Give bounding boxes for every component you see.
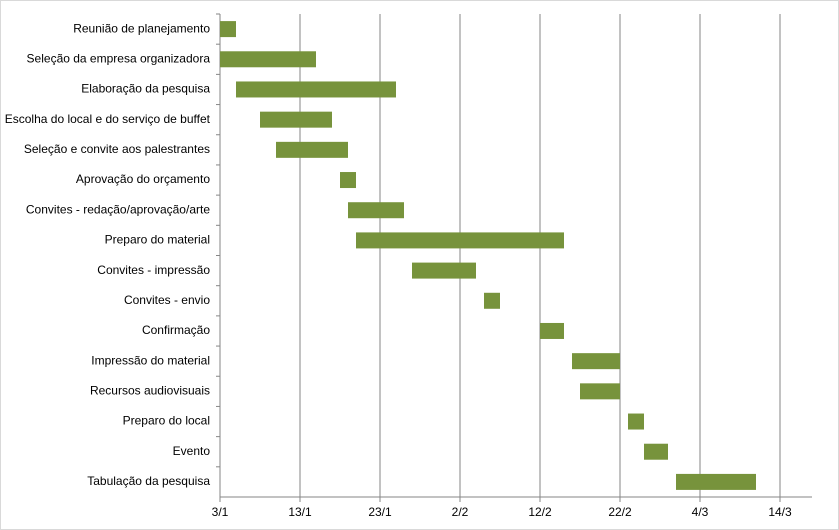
y-tick-label: Aprovação do orçamento xyxy=(76,172,210,186)
y-tick-label: Tabulação da pesquisa xyxy=(87,474,210,488)
x-tick-label: 23/1 xyxy=(368,505,392,519)
y-tick-label: Seleção e convite aos palestrantes xyxy=(24,142,210,156)
bar xyxy=(236,81,396,98)
y-tick-label: Convites - impressão xyxy=(97,263,210,277)
bar xyxy=(276,141,348,158)
x-tick-label: 14/3 xyxy=(768,505,792,519)
y-tick-label: Confirmação xyxy=(142,323,210,337)
bar xyxy=(340,172,356,189)
bar xyxy=(540,322,564,339)
bar xyxy=(220,21,236,38)
bar xyxy=(580,383,620,400)
bar xyxy=(260,111,332,128)
y-tick-label: Preparo do local xyxy=(123,414,210,428)
bar xyxy=(484,292,500,309)
y-tick-label: Evento xyxy=(173,444,211,458)
bar xyxy=(356,232,564,249)
x-tick-label: 4/3 xyxy=(692,505,709,519)
y-tick-label: Impressão do material xyxy=(91,353,210,367)
x-tick-label: 12/2 xyxy=(528,505,552,519)
y-tick-label: Convites - redação/aprovação/arte xyxy=(26,202,210,216)
bar xyxy=(348,202,404,219)
x-tick-label: 2/2 xyxy=(452,505,469,519)
bar xyxy=(676,473,756,490)
bar xyxy=(644,443,668,460)
y-tick-label: Escolha do local e do serviço de buffet xyxy=(5,112,211,126)
bar xyxy=(220,51,316,68)
y-tick-label: Preparo do material xyxy=(105,233,210,247)
bar xyxy=(572,353,620,370)
bar xyxy=(628,413,644,430)
bar xyxy=(412,262,476,279)
y-tick-label: Convites - envio xyxy=(124,293,210,307)
y-tick-label: Recursos audiovisuais xyxy=(90,384,210,398)
x-tick-label: 22/2 xyxy=(608,505,632,519)
y-tick-label: Seleção da empresa organizadora xyxy=(27,51,211,65)
x-tick-label: 13/1 xyxy=(288,505,312,519)
y-tick-label: Elaboração da pesquisa xyxy=(81,82,210,96)
y-tick-label: Reunião de planejamento xyxy=(73,21,210,35)
x-tick-label: 3/1 xyxy=(212,505,229,519)
